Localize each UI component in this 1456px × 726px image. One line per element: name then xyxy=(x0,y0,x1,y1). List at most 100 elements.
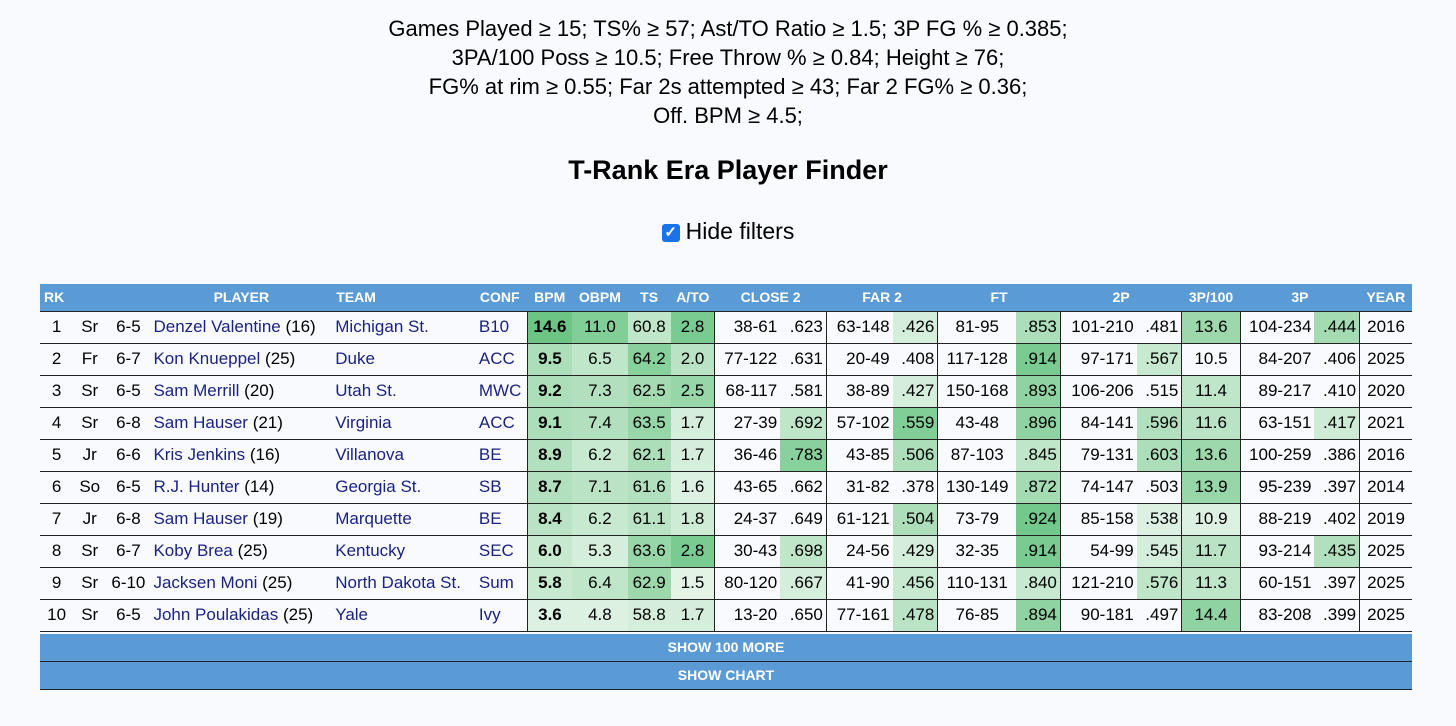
td-team[interactable]: Duke xyxy=(332,343,476,375)
td-player[interactable]: John Poulakidas (25) xyxy=(150,599,332,631)
show-chart-button[interactable]: SHOW CHART xyxy=(40,662,1412,690)
team-link[interactable]: Virginia xyxy=(335,413,392,432)
player-name-link[interactable]: Kon Knueppel xyxy=(153,349,261,368)
conf-link[interactable]: Ivy xyxy=(478,605,501,624)
player-name-link[interactable]: Kris Jenkins xyxy=(153,445,246,464)
td-player[interactable]: Kon Knueppel (25) xyxy=(150,343,332,375)
td-player[interactable]: Sam Merrill (20) xyxy=(150,375,332,407)
td-team[interactable]: Villanova xyxy=(332,439,476,471)
td-ft-pct: .853 xyxy=(1016,311,1061,343)
td-height: 6-5 xyxy=(116,381,141,400)
col-header-3p[interactable]: 3P xyxy=(1291,289,1309,306)
td-ato: 2.8 xyxy=(670,535,716,567)
td-rank: 2 xyxy=(51,349,62,368)
hide-filters-toggle[interactable]: ✓ Hide filters xyxy=(0,218,1456,245)
td-conf[interactable]: B10 xyxy=(475,311,528,343)
team-link[interactable]: Georgia St. xyxy=(335,477,422,496)
show-more-button[interactable]: SHOW 100 MORE xyxy=(40,634,1412,662)
team-link[interactable]: Villanova xyxy=(335,445,404,464)
team-link[interactable]: Marquette xyxy=(335,509,412,528)
col-header-year[interactable]: YEAR xyxy=(1366,289,1406,306)
conf-link[interactable]: MWC xyxy=(478,381,522,400)
player-name-link[interactable]: John Poulakidas xyxy=(153,605,279,624)
td-rank: 9 xyxy=(51,573,62,592)
td-year: 2025 xyxy=(1367,573,1405,592)
td-year: 2014 xyxy=(1367,477,1405,496)
col-header-conf[interactable]: CONF xyxy=(479,289,520,306)
td-player[interactable]: Jacksen Moni (25) xyxy=(150,567,332,599)
td-class: Sr xyxy=(81,317,99,336)
td-conf[interactable]: Ivy xyxy=(475,599,528,631)
td-class: Jr xyxy=(82,445,97,464)
td-2p-made-att: 85-158 xyxy=(1080,509,1134,528)
col-header-bpm[interactable]: BPM xyxy=(534,289,566,306)
td-team[interactable]: Marquette xyxy=(332,503,476,535)
conf-link[interactable]: SEC xyxy=(478,541,514,560)
player-name-link[interactable]: Sam Merrill xyxy=(153,381,240,400)
player-name-link[interactable]: Koby Brea xyxy=(153,541,233,560)
col-header-close2[interactable]: CLOSE 2 xyxy=(740,289,801,306)
conf-link[interactable]: ACC xyxy=(478,413,515,432)
td-ato: 1.8 xyxy=(670,503,716,535)
td-player[interactable]: Sam Hauser (19) xyxy=(150,503,332,535)
td-bpm: 9.5 xyxy=(527,343,573,375)
col-header-team[interactable]: TEAM xyxy=(336,289,376,306)
td-conf[interactable]: Sum xyxy=(475,567,528,599)
player-name-link[interactable]: Sam Hauser xyxy=(153,413,248,432)
col-header-far2[interactable]: FAR 2 xyxy=(862,289,902,306)
td-player[interactable]: Sam Hauser (21) xyxy=(150,407,332,439)
td-team[interactable]: North Dakota St. xyxy=(332,567,476,599)
conf-link[interactable]: Sum xyxy=(478,573,514,592)
td-conf[interactable]: MWC xyxy=(475,375,528,407)
team-link[interactable]: North Dakota St. xyxy=(335,573,461,592)
td-ato: 2.5 xyxy=(670,375,716,407)
td-ato: 1.7 xyxy=(670,599,716,631)
td-player[interactable]: Koby Brea (25) xyxy=(150,535,332,567)
td-2p-made-att: 101-210 xyxy=(1071,317,1134,336)
td-team[interactable]: Kentucky xyxy=(332,535,476,567)
team-link[interactable]: Kentucky xyxy=(335,541,406,560)
col-header-rk[interactable]: RK xyxy=(44,289,65,306)
td-player[interactable]: Kris Jenkins (16) xyxy=(150,439,332,471)
col-header-ts[interactable]: TS xyxy=(640,289,659,306)
td-3p-per-100: 10.5 xyxy=(1181,343,1241,375)
col-header-2p[interactable]: 2P xyxy=(1112,289,1130,306)
col-header-player[interactable]: PLAYER xyxy=(213,289,270,306)
td-team[interactable]: Georgia St. xyxy=(332,471,476,503)
td-conf[interactable]: BE xyxy=(475,439,528,471)
team-link[interactable]: Michigan St. xyxy=(335,317,429,336)
player-name-link[interactable]: R.J. Hunter xyxy=(153,477,240,496)
conf-link[interactable]: SB xyxy=(478,477,502,496)
col-header-ft[interactable]: FT xyxy=(990,289,1008,306)
td-ato: 1.7 xyxy=(670,439,716,471)
checkbox-checked-icon[interactable]: ✓ xyxy=(661,224,680,242)
td-team[interactable]: Michigan St. xyxy=(332,311,476,343)
td-team[interactable]: Yale xyxy=(332,599,476,631)
td-far2-made-att: 77-161 xyxy=(836,605,890,624)
col-header-3p-per-100[interactable]: 3P/100 xyxy=(1188,289,1234,306)
conf-link[interactable]: BE xyxy=(478,445,502,464)
conf-link[interactable]: ACC xyxy=(478,349,515,368)
td-conf[interactable]: SEC xyxy=(475,535,528,567)
table-row: 9 Sr 6-10 Jacksen Moni (25) North Dakota St.… xyxy=(40,567,1412,599)
td-player[interactable]: R.J. Hunter (14) xyxy=(150,471,332,503)
team-link[interactable]: Yale xyxy=(335,605,369,624)
col-header-obpm[interactable]: OBPM xyxy=(578,289,621,306)
conf-link[interactable]: BE xyxy=(478,509,502,528)
td-3p-pct: .410 xyxy=(1314,375,1361,407)
td-conf[interactable]: ACC xyxy=(475,407,528,439)
td-conf[interactable]: BE xyxy=(475,503,528,535)
conf-link[interactable]: B10 xyxy=(478,317,510,336)
team-link[interactable]: Duke xyxy=(335,349,375,368)
td-player[interactable]: Denzel Valentine (16) xyxy=(150,311,332,343)
player-name-link[interactable]: Denzel Valentine xyxy=(153,317,281,336)
td-team[interactable]: Utah St. xyxy=(332,375,476,407)
hide-filters-label[interactable]: Hide filters xyxy=(685,218,795,244)
td-team[interactable]: Virginia xyxy=(332,407,476,439)
td-conf[interactable]: ACC xyxy=(475,343,528,375)
player-name-link[interactable]: Sam Hauser xyxy=(153,509,248,528)
team-link[interactable]: Utah St. xyxy=(335,381,397,400)
td-conf[interactable]: SB xyxy=(475,471,528,503)
col-header-ato[interactable]: A/TO xyxy=(676,289,710,306)
player-name-link[interactable]: Jacksen Moni xyxy=(153,573,258,592)
